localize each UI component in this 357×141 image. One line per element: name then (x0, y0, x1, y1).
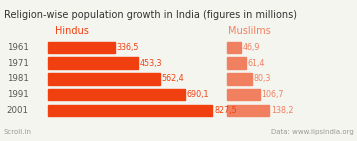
Text: Scroll.in: Scroll.in (4, 129, 31, 135)
Bar (48, 58, 138, 69)
Text: 106,7: 106,7 (261, 90, 284, 99)
Text: 61,4: 61,4 (247, 59, 265, 68)
Text: 1991: 1991 (7, 90, 29, 99)
Text: 336,5: 336,5 (117, 43, 139, 52)
Text: 138,2: 138,2 (271, 106, 294, 115)
Text: 1961: 1961 (7, 43, 29, 52)
Text: 1981: 1981 (7, 74, 29, 83)
Bar (227, 105, 270, 116)
Text: Religion-wise population growth in India (figures in millions): Religion-wise population growth in India… (4, 10, 297, 20)
Text: 562,4: 562,4 (162, 74, 184, 83)
Bar (227, 42, 241, 53)
Bar (48, 42, 115, 53)
Text: 46,9: 46,9 (243, 43, 261, 52)
Text: Hindus: Hindus (55, 26, 89, 36)
Text: 690,1: 690,1 (187, 90, 210, 99)
Bar (48, 73, 160, 85)
Bar (227, 89, 260, 100)
Text: 80,3: 80,3 (253, 74, 271, 83)
Text: 827,5: 827,5 (214, 106, 237, 115)
Text: 453,3: 453,3 (140, 59, 162, 68)
Text: Data: www.iipsIndia.org: Data: www.iipsIndia.org (271, 129, 353, 135)
Bar (48, 89, 185, 100)
Bar (227, 58, 246, 69)
Bar (227, 73, 252, 85)
Text: 1971: 1971 (7, 59, 29, 68)
Text: Muslilms: Muslilms (228, 26, 271, 36)
Text: 2001: 2001 (6, 106, 29, 115)
Bar (48, 105, 212, 116)
